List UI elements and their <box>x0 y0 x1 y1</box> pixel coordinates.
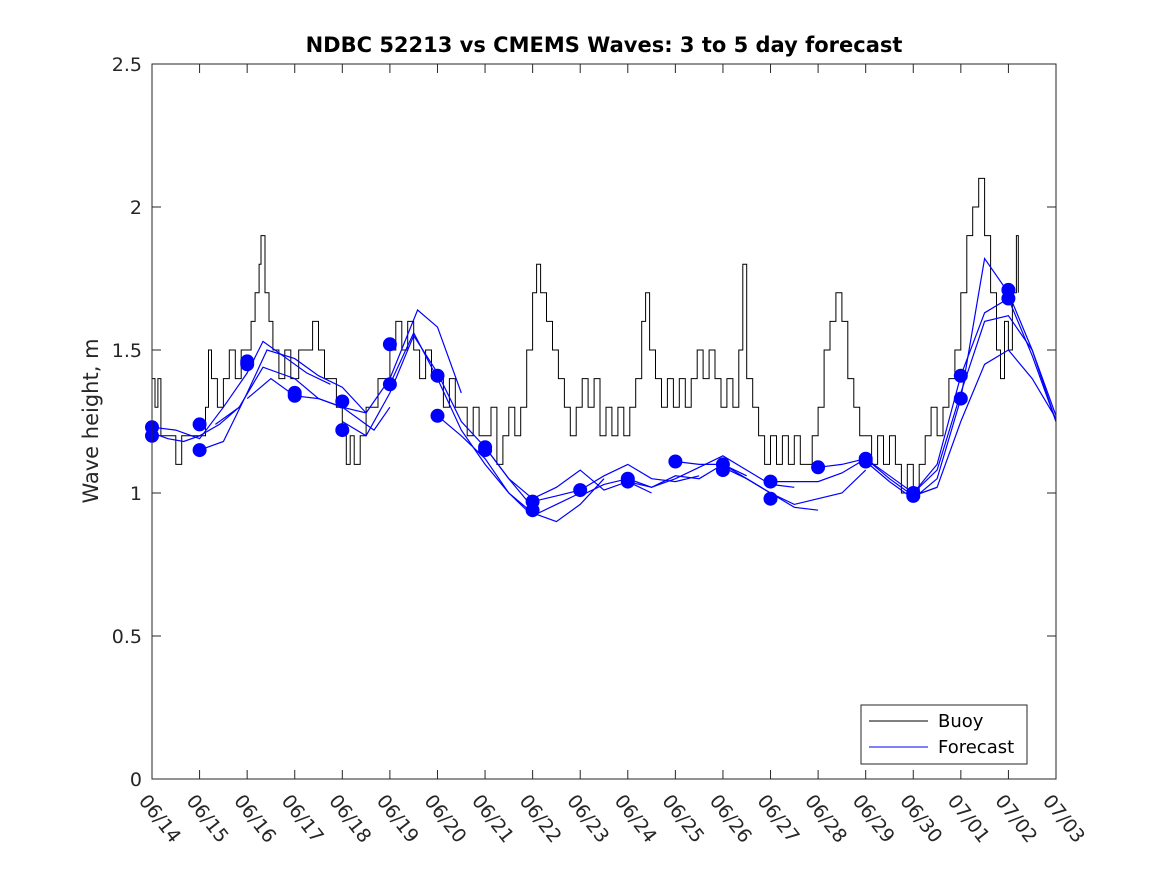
x-tick-label: 06/28 <box>800 791 851 848</box>
forecast-marker-8 <box>287 385 302 400</box>
forecast-marker-16 <box>478 443 493 458</box>
x-tick-label: 06/16 <box>229 791 280 848</box>
forecast-marker-13 <box>430 368 445 383</box>
forecast-marker-9 <box>335 394 350 409</box>
x-tick-label: 07/01 <box>943 791 994 848</box>
x-tick-label: 07/02 <box>990 791 1041 848</box>
legend: Buoy Forecast <box>860 704 1028 765</box>
legend-box <box>860 704 1028 765</box>
forecast-marker-21 <box>620 474 635 489</box>
forecast-marker-19 <box>573 483 588 498</box>
forecast-marker-22 <box>668 454 683 469</box>
forecast-marker-4 <box>192 443 207 458</box>
x-tick-label: 06/19 <box>372 791 423 848</box>
forecast-run-line-7 <box>389 331 581 517</box>
buoy-series-line <box>152 177 1019 494</box>
x-tick-label: 06/20 <box>420 791 471 848</box>
x-tick-label: 06/30 <box>895 791 946 848</box>
x-tick-label: 06/17 <box>277 791 328 848</box>
x-tick-label: 06/25 <box>657 791 708 848</box>
x-tick-label: 06/15 <box>182 791 233 848</box>
forecast-marker-12 <box>382 377 397 392</box>
forecast-run-line-5 <box>246 308 462 414</box>
forecast-run-line-2 <box>151 340 331 440</box>
forecast-marker-29 <box>858 454 873 469</box>
x-tick-label: 06/18 <box>324 791 375 848</box>
forecast-run-line-10 <box>532 463 700 503</box>
forecast-marker-6 <box>240 354 255 369</box>
forecast-run-line-19 <box>913 349 1057 497</box>
y-tick-label: 0.5 <box>112 626 142 648</box>
forecast-run-line-18 <box>912 297 1057 494</box>
y-tick-label: 0 <box>130 769 142 791</box>
x-tick-label: 06/22 <box>515 791 566 848</box>
forecast-run-line-14 <box>722 466 867 506</box>
x-tick-label: 06/14 <box>134 791 185 848</box>
chart-title: NDBC 52213 vs CMEMS Waves: 3 to 5 day fo… <box>306 33 903 57</box>
legend-buoy-label: Buoy <box>938 711 984 732</box>
forecast-run-line-8 <box>437 415 605 523</box>
x-tick-label: 06/21 <box>467 791 518 848</box>
x-tick-label: 06/27 <box>753 791 804 848</box>
x-tick-label: 06/24 <box>610 791 661 848</box>
forecast-marker-10 <box>335 423 350 438</box>
forecast-run-line-4 <box>215 366 391 431</box>
forecast-run-line-1 <box>151 406 240 443</box>
legend-forecast-label: Forecast <box>938 737 1014 758</box>
y-axis-label: Wave height, m <box>79 338 103 503</box>
forecast-marker-3 <box>192 417 207 432</box>
forecast-marker-27 <box>811 460 826 475</box>
forecast-marker-11 <box>382 337 397 352</box>
forecast-run-line-3 <box>199 349 367 451</box>
y-tick-label: 2.5 <box>112 54 142 76</box>
x-tick-label: 06/23 <box>562 791 613 848</box>
forecast-marker-35 <box>1001 291 1016 306</box>
forecast-marker-25 <box>763 474 778 489</box>
forecast-marker-31 <box>906 488 921 503</box>
x-tick-label: 06/29 <box>848 791 899 848</box>
forecast-marker-18 <box>525 503 540 518</box>
x-tick-label: 07/03 <box>1038 791 1089 848</box>
forecast-run-line-16 <box>818 315 1057 494</box>
forecast-marker-14 <box>430 408 445 423</box>
axes-frame <box>151 63 1057 780</box>
forecast-marker-24 <box>715 463 730 478</box>
forecast-marker-32 <box>953 368 968 383</box>
y-tick-label: 2 <box>130 197 142 219</box>
x-tick-label: 06/26 <box>705 791 756 848</box>
plot-layer <box>145 177 1057 523</box>
y-tick-label: 1.5 <box>112 340 142 362</box>
forecast-marker-33 <box>953 391 968 406</box>
forecast-marker-26 <box>763 491 778 506</box>
y-tick-label: 1 <box>130 483 142 505</box>
